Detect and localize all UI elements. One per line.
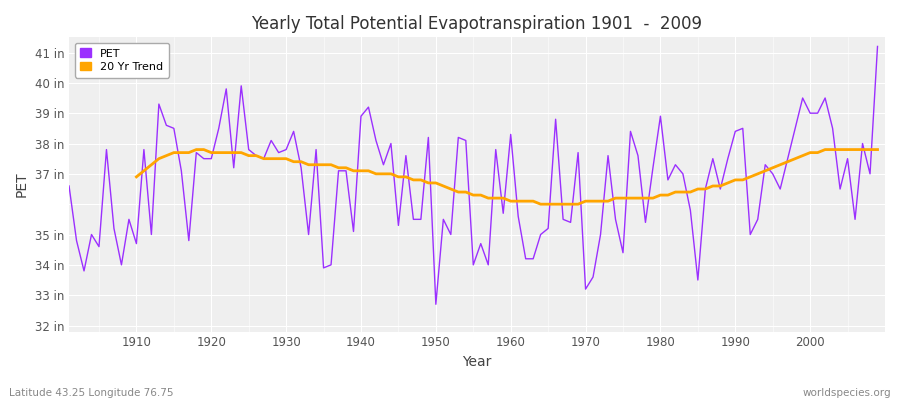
Line: PET: PET (69, 46, 878, 304)
20 Yr Trend (588, 199, 598, 204)
PET (64, 184, 75, 188)
20 Yr Trend (281, 156, 292, 161)
Title: Yearly Total Potential Evapotranspiration 1901  -  2009: Yearly Total Potential Evapotranspiratio… (251, 15, 703, 33)
PET (333, 168, 344, 173)
X-axis label: Year: Year (463, 355, 491, 369)
PET (505, 132, 516, 137)
Text: worldspecies.org: worldspecies.org (803, 388, 891, 398)
PET (430, 302, 441, 307)
PET (513, 214, 524, 219)
Legend: PET, 20 Yr Trend: PET, 20 Yr Trend (75, 43, 169, 78)
PET (123, 217, 134, 222)
20 Yr Trend (131, 174, 142, 179)
Y-axis label: PET: PET (15, 172, 29, 197)
PET (603, 153, 614, 158)
Line: 20 Yr Trend: 20 Yr Trend (137, 150, 877, 204)
20 Yr Trend (827, 147, 838, 152)
20 Yr Trend (850, 147, 860, 152)
20 Yr Trend (536, 202, 546, 206)
Text: Latitude 43.25 Longitude 76.75: Latitude 43.25 Longitude 76.75 (9, 388, 174, 398)
20 Yr Trend (520, 199, 531, 204)
PET (288, 129, 299, 134)
PET (872, 44, 883, 49)
20 Yr Trend (310, 162, 321, 167)
20 Yr Trend (191, 147, 202, 152)
20 Yr Trend (872, 147, 883, 152)
